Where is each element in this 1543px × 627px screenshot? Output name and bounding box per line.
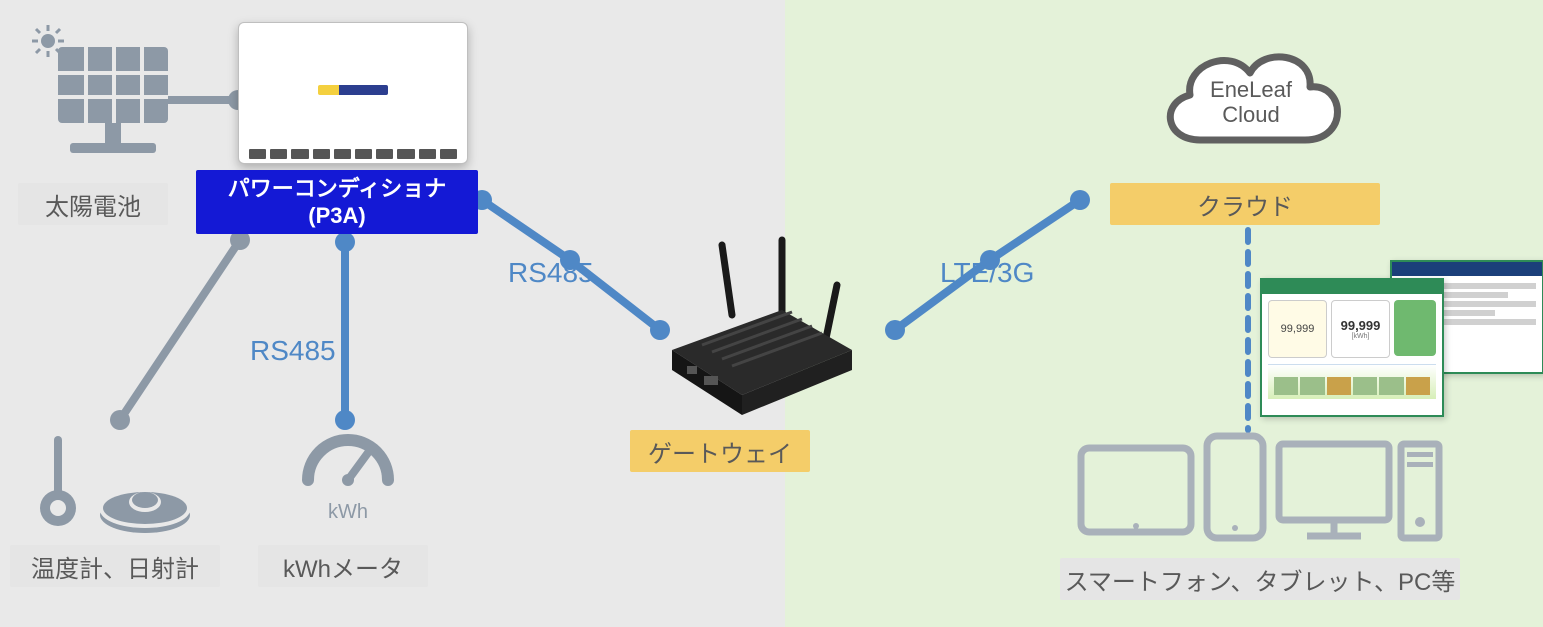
inverter-ports-icon <box>249 149 457 159</box>
label-sensors-text: 温度計、日射計 <box>31 549 199 584</box>
cloud-icon: EneLeaf Cloud <box>1145 25 1355 175</box>
cloud-line1: EneLeaf <box>1210 77 1292 102</box>
gateway-device-icon <box>632 230 872 435</box>
label-solar: 太陽電池 <box>18 183 168 225</box>
label-sensors: 温度計、日射計 <box>10 545 220 587</box>
label-inverter: パワーコンディショナ (P3A) <box>196 170 478 234</box>
label-kwh: kWhメータ <box>258 545 428 587</box>
label-cloud: クラウド <box>1110 183 1380 225</box>
solar-panel-icon <box>30 25 180 190</box>
label-gateway: ゲートウェイ <box>630 430 810 472</box>
label-devices: スマートフォン、タブレット、PC等 <box>1060 558 1460 600</box>
label-gateway-text: ゲートウェイ <box>648 434 792 469</box>
sensor-icons <box>20 430 220 545</box>
cloud-line2: Cloud <box>1222 102 1279 127</box>
label-cloud-text: クラウド <box>1197 187 1293 222</box>
cloud-name: EneLeaf Cloud <box>1191 77 1311 128</box>
label-solar-text: 太陽電池 <box>45 187 141 222</box>
label-inverter-line1: パワーコンディショナ <box>228 175 446 203</box>
inverter-device <box>238 22 468 164</box>
label-devices-text: スマートフォン、タブレット、PC等 <box>1065 562 1456 597</box>
label-inverter-line2: (P3A) <box>308 202 365 230</box>
dashboard-thumbnails: 99,999 99,999 [kWh] <box>1260 260 1540 430</box>
svg-text:kWh: kWh <box>328 501 368 523</box>
conn-label-lte: LTE/3G <box>940 257 1034 289</box>
label-kwh-text: kWhメータ <box>283 549 403 584</box>
kwh-meter-icon: kWh <box>298 420 398 540</box>
inverter-led-icon <box>318 85 388 95</box>
conn-label-rs485-b: RS485 <box>508 257 594 289</box>
conn-label-rs485-a: RS485 <box>250 335 336 367</box>
client-devices-icon <box>1075 430 1445 555</box>
